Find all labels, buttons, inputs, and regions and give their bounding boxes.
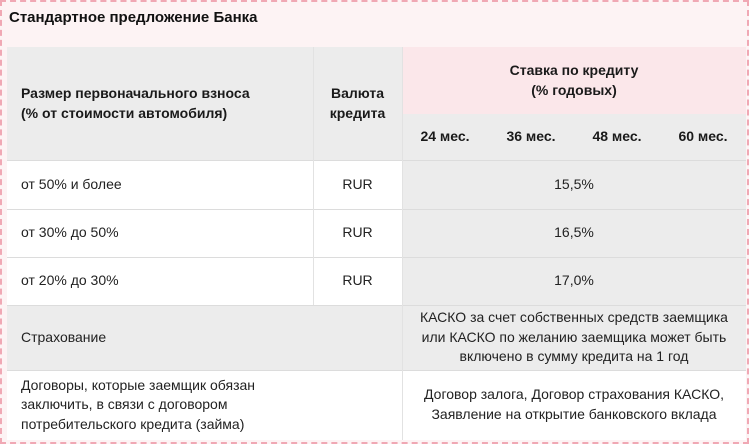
header-currency-line2: кредита	[329, 104, 386, 121]
row-1-down-payment: от 50% и более	[7, 160, 313, 209]
header-rate-line1: Ставка по кредиту	[509, 61, 639, 78]
credit-terms-table: Размер первоначального взноса (% от стои…	[7, 47, 746, 440]
insurance-value-line2: или КАСКО по желанию заемщика может быть	[421, 328, 727, 345]
contracts-label: Договоры, которые заемщик обязан заключи…	[7, 370, 402, 440]
row-divider	[7, 257, 746, 258]
row-1-rate: 15,5%	[402, 160, 746, 209]
insurance-label: Страхование	[7, 305, 402, 370]
row-2-down-payment: от 30% до 50%	[7, 209, 313, 257]
header-term-24: 24 мес.	[402, 114, 488, 160]
row-divider	[7, 370, 746, 371]
insurance-value: КАСКО за счет собственных средств заемщи…	[402, 305, 746, 370]
page-title: Стандартное предложение Банка	[9, 9, 258, 26]
insurance-value-line1: КАСКО за счет собственных средств заемщи…	[420, 309, 728, 326]
column-divider	[313, 47, 314, 305]
row-divider	[7, 305, 746, 306]
header-rate-line2: (% годовых)	[531, 81, 617, 98]
header-rate: Ставка по кредиту (% годовых)	[402, 47, 746, 114]
contracts-label-line1: Договоры, которые заемщик обязан	[21, 376, 256, 393]
contracts-value: Договор залога, Договор страхования КАСК…	[402, 370, 746, 440]
contracts-value-line1: Договор залога, Договор страхования КАСК…	[424, 386, 724, 403]
row-divider	[7, 209, 746, 210]
header-term-48: 48 мес.	[574, 114, 660, 160]
header-down-payment-line2: (% от стоимости автомобиля)	[21, 104, 228, 121]
contracts-label-line2: заключить, в связи с договором	[21, 396, 228, 413]
column-divider	[402, 47, 403, 440]
insurance-value-line3: включено в сумму кредита на 1 год	[459, 348, 689, 365]
row-3-rate: 17,0%	[402, 257, 746, 305]
row-3-currency: RUR	[313, 257, 402, 305]
header-term-36: 36 мес.	[488, 114, 574, 160]
contracts-value-line2: Заявление на открытие банковского вклада	[431, 406, 717, 422]
row-1-currency: RUR	[313, 160, 402, 209]
contracts-label-line3: потребительского кредита (займа)	[21, 415, 245, 432]
header-down-payment: Размер первоначального взноса (% от стои…	[7, 47, 313, 160]
row-2-rate: 16,5%	[402, 209, 746, 257]
row-divider	[7, 160, 746, 161]
header-currency-line1: Валюта	[330, 84, 385, 101]
header-term-60: 60 мес.	[660, 114, 746, 160]
row-2-currency: RUR	[313, 209, 402, 257]
header-down-payment-line1: Размер первоначального взноса	[21, 84, 250, 101]
header-currency: Валюта кредита	[313, 47, 402, 160]
row-3-down-payment: от 20% до 30%	[7, 257, 313, 305]
